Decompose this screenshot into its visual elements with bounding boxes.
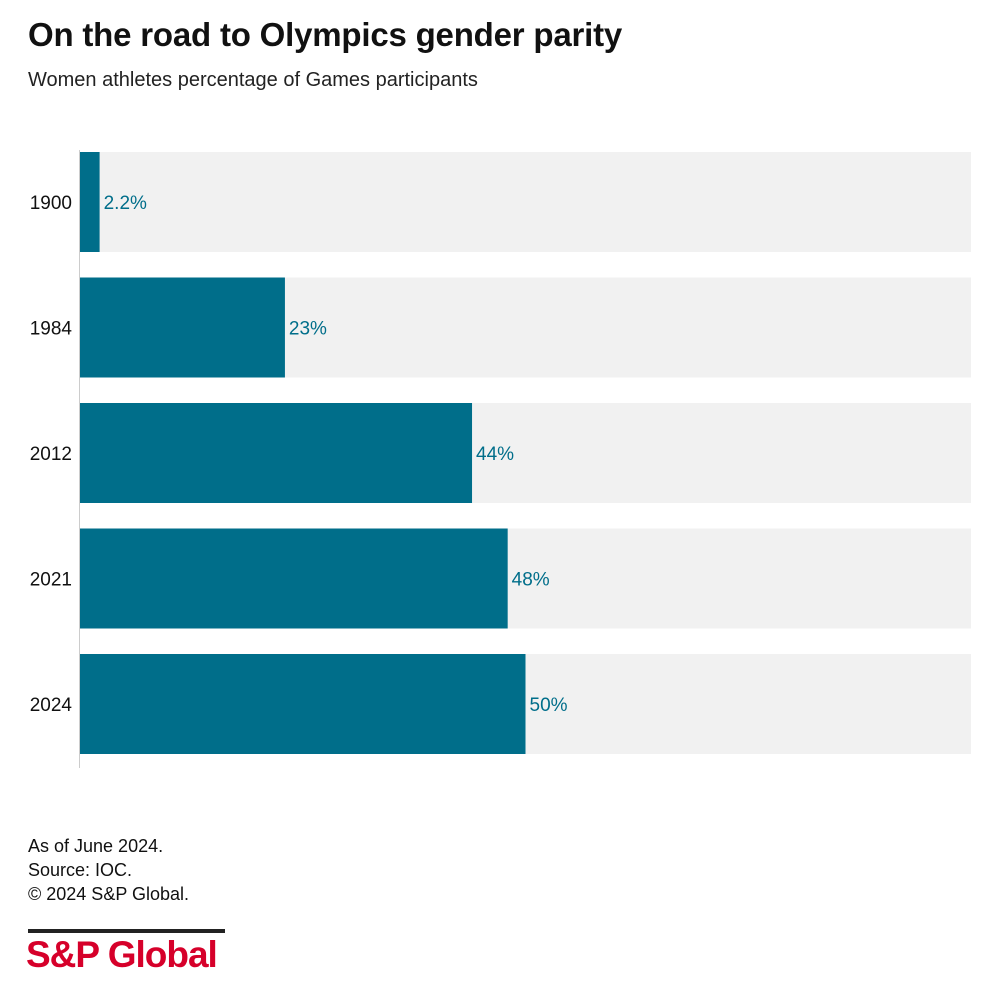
chart-subtitle: Women athletes percentage of Games parti…: [28, 69, 478, 91]
sp-global-logo: S&P Global: [26, 934, 218, 975]
bar-1900: [80, 152, 100, 252]
category-label-2012: 2012: [30, 444, 72, 465]
footnote-copyright: © 2024 S&P Global.: [28, 884, 190, 904]
data-label-1900: 2.2%: [104, 193, 147, 214]
footnotes: As of June 2024. Source: IOC. © 2024 S&P…: [28, 834, 189, 906]
footnote-source: Source: IOC.: [28, 860, 133, 880]
bar-2021: [80, 528, 508, 629]
data-label-2024: 50%: [530, 695, 568, 716]
footnote-date: As of June 2024.: [28, 836, 164, 856]
category-label-1984: 1984: [30, 319, 73, 340]
data-label-2012: 44%: [476, 444, 514, 465]
data-label-2021: 48%: [512, 570, 550, 591]
category-label-2024: 2024: [30, 695, 73, 716]
logo-rule: [28, 929, 225, 933]
bar-chart: 1900 2.2% 1984 23% 2012 44% 2021 48% 2024 50%: [30, 150, 971, 768]
bar-2024: [80, 654, 526, 754]
bar-track: [80, 152, 971, 252]
category-label-1900: 1900: [30, 193, 72, 214]
data-label-1984: 23%: [289, 319, 327, 340]
bar-1984: [80, 277, 285, 378]
chart-title: On the road to Olympics gender parity: [28, 16, 623, 53]
bar-2012: [80, 403, 473, 503]
category-label-2021: 2021: [30, 570, 72, 591]
